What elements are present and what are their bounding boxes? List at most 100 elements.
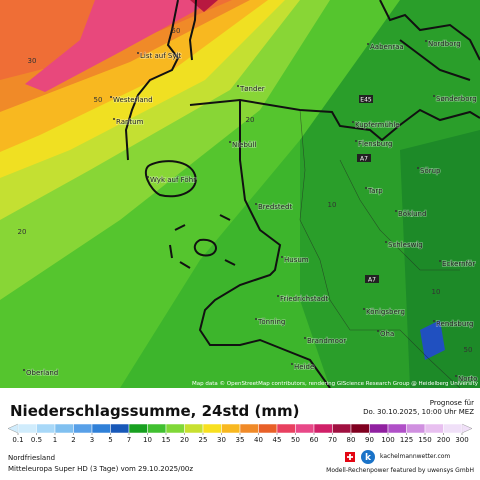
contour-label: 20 bbox=[246, 116, 255, 124]
colorbar-swatch bbox=[350, 423, 370, 434]
admin-border bbox=[299, 109, 461, 389]
colorbar-swatch bbox=[128, 423, 148, 434]
colorbar-swatch bbox=[147, 423, 167, 434]
place-dot bbox=[365, 187, 367, 189]
road-label: E45 bbox=[360, 97, 372, 104]
colorbar-tick-label: 35 bbox=[236, 436, 245, 444]
colorbar-tick-label: 0.5 bbox=[31, 436, 42, 444]
admin-border bbox=[339, 159, 460, 271]
road-labels: E45 A7 A7 bbox=[357, 95, 379, 284]
contour-label: 50 bbox=[94, 96, 103, 104]
place-dot bbox=[433, 320, 435, 322]
brand: kachelmannwetter.com bbox=[380, 453, 450, 460]
place-label: Oha bbox=[380, 330, 394, 338]
colorbar-swatch bbox=[369, 423, 389, 434]
place-label: Böklund bbox=[398, 210, 426, 218]
place-dot bbox=[277, 295, 279, 297]
colorbar-tick-label: 15 bbox=[162, 436, 171, 444]
model-info: Mitteleuropa Super HD (3 Tage) vom 29.10… bbox=[8, 465, 193, 473]
place-label: Oberland bbox=[26, 369, 58, 377]
contour-label: 50 bbox=[464, 346, 473, 354]
colorbar-tick-label: 50 bbox=[291, 436, 300, 444]
colorbar-tick-label: 45 bbox=[273, 436, 282, 444]
place-dot bbox=[385, 241, 387, 243]
place-label: Brandmoor bbox=[307, 337, 346, 345]
colorbar-tick-label: 20 bbox=[180, 436, 189, 444]
place-label: Kupfermühle bbox=[355, 121, 400, 129]
place-label: Nordborg bbox=[428, 40, 461, 48]
colorbar-swatch bbox=[313, 423, 333, 434]
place-label: Husum bbox=[284, 256, 309, 264]
place-label: Tarp bbox=[367, 187, 383, 195]
island bbox=[193, 238, 217, 257]
place-label: Sønderborg bbox=[436, 95, 477, 103]
place-label: Norto bbox=[458, 375, 477, 383]
colorbar-tick-label: 90 bbox=[365, 436, 374, 444]
place-dot bbox=[237, 85, 239, 87]
contour-label: 10 bbox=[432, 288, 441, 296]
colorbar-tick-label: 2 bbox=[71, 436, 75, 444]
colorbar-tick-label: 25 bbox=[199, 436, 208, 444]
colorbar-tick-label: 30 bbox=[217, 436, 226, 444]
place-dot bbox=[110, 96, 112, 98]
colorbar-swatch bbox=[258, 423, 278, 434]
place-label: Eckernför bbox=[442, 260, 475, 268]
colorbar-tick-label: 7 bbox=[127, 436, 131, 444]
contour-label: 30 bbox=[28, 57, 37, 65]
map: List auf Sylt Westerland Rantum Tønder Niebü… bbox=[0, 0, 480, 389]
place-label: Friedrichstadt bbox=[280, 295, 328, 303]
coastline bbox=[124, 0, 197, 161]
road-shield bbox=[365, 275, 379, 283]
place-dot bbox=[304, 337, 306, 339]
precip-area bbox=[190, 0, 218, 12]
place-labels: List auf Sylt Westerland Rantum Tønder Niebü… bbox=[23, 39, 478, 384]
place-dot bbox=[281, 256, 283, 258]
contour-labels: 50 30 50 20 20 10 10 50 bbox=[18, 27, 473, 354]
place-label: Rendsburg bbox=[436, 320, 473, 328]
place-dot bbox=[113, 118, 115, 120]
place-label: Bredstedt bbox=[258, 203, 292, 211]
place-dot bbox=[377, 330, 379, 332]
road-shield bbox=[357, 154, 371, 162]
colorbar-swatch bbox=[387, 423, 407, 434]
place-label: Wyk auf Föhr bbox=[150, 176, 196, 184]
coastlines bbox=[124, 0, 480, 389]
sponsor: Modell-Rechenpower featured by uwensys G… bbox=[326, 467, 474, 474]
place-label: Flensburg bbox=[358, 140, 392, 148]
colorbar-swatch bbox=[73, 423, 93, 434]
place-label: Aabenraa bbox=[370, 43, 404, 51]
colorbar-swatch bbox=[110, 423, 130, 434]
colorbar-swatch bbox=[424, 423, 444, 434]
colorbar-swatch bbox=[17, 423, 37, 434]
colorbar-tick-label: 300 bbox=[455, 436, 468, 444]
colorbar-tick-label: 200 bbox=[437, 436, 450, 444]
attribution: Map data © OpenStreetMap contributors, r… bbox=[192, 380, 479, 387]
colorbar-tick-label: 80 bbox=[347, 436, 356, 444]
colorbar-swatch bbox=[332, 423, 352, 434]
place-dot bbox=[363, 308, 365, 310]
island bbox=[144, 160, 197, 198]
region: Nordfriesland bbox=[8, 454, 55, 462]
forecast-time: Do. 30.10.2025, 10:00 Uhr MEZ bbox=[363, 408, 474, 416]
colorbar-swatch bbox=[239, 423, 259, 434]
place-dot bbox=[137, 52, 139, 54]
place-label: Königsberg bbox=[366, 308, 405, 316]
colorbar-swatch bbox=[36, 423, 56, 434]
contour-label: 20 bbox=[18, 228, 27, 236]
colorbar-swatch bbox=[202, 423, 222, 434]
colorbar-swatch bbox=[165, 423, 185, 434]
colorbar-tick-label: 1 bbox=[53, 436, 57, 444]
place-label: Heide bbox=[294, 363, 314, 371]
place-dot bbox=[355, 140, 357, 142]
place-dot bbox=[439, 260, 441, 262]
colorbar-tick-label: 5 bbox=[108, 436, 112, 444]
colorbar-swatch bbox=[54, 423, 74, 434]
colorbar: 0.1 0.5 1 2 3 5 7 10 15 20 25 30 35 40 45 50 60 70 80 90 100… bbox=[7, 423, 473, 444]
border bbox=[189, 98, 480, 142]
colorbar-swatch bbox=[91, 423, 111, 434]
colorbar-tick-label: 60 bbox=[310, 436, 319, 444]
place-dot bbox=[229, 141, 231, 143]
place-label: Westerland bbox=[113, 96, 153, 104]
precip-area bbox=[420, 320, 445, 360]
